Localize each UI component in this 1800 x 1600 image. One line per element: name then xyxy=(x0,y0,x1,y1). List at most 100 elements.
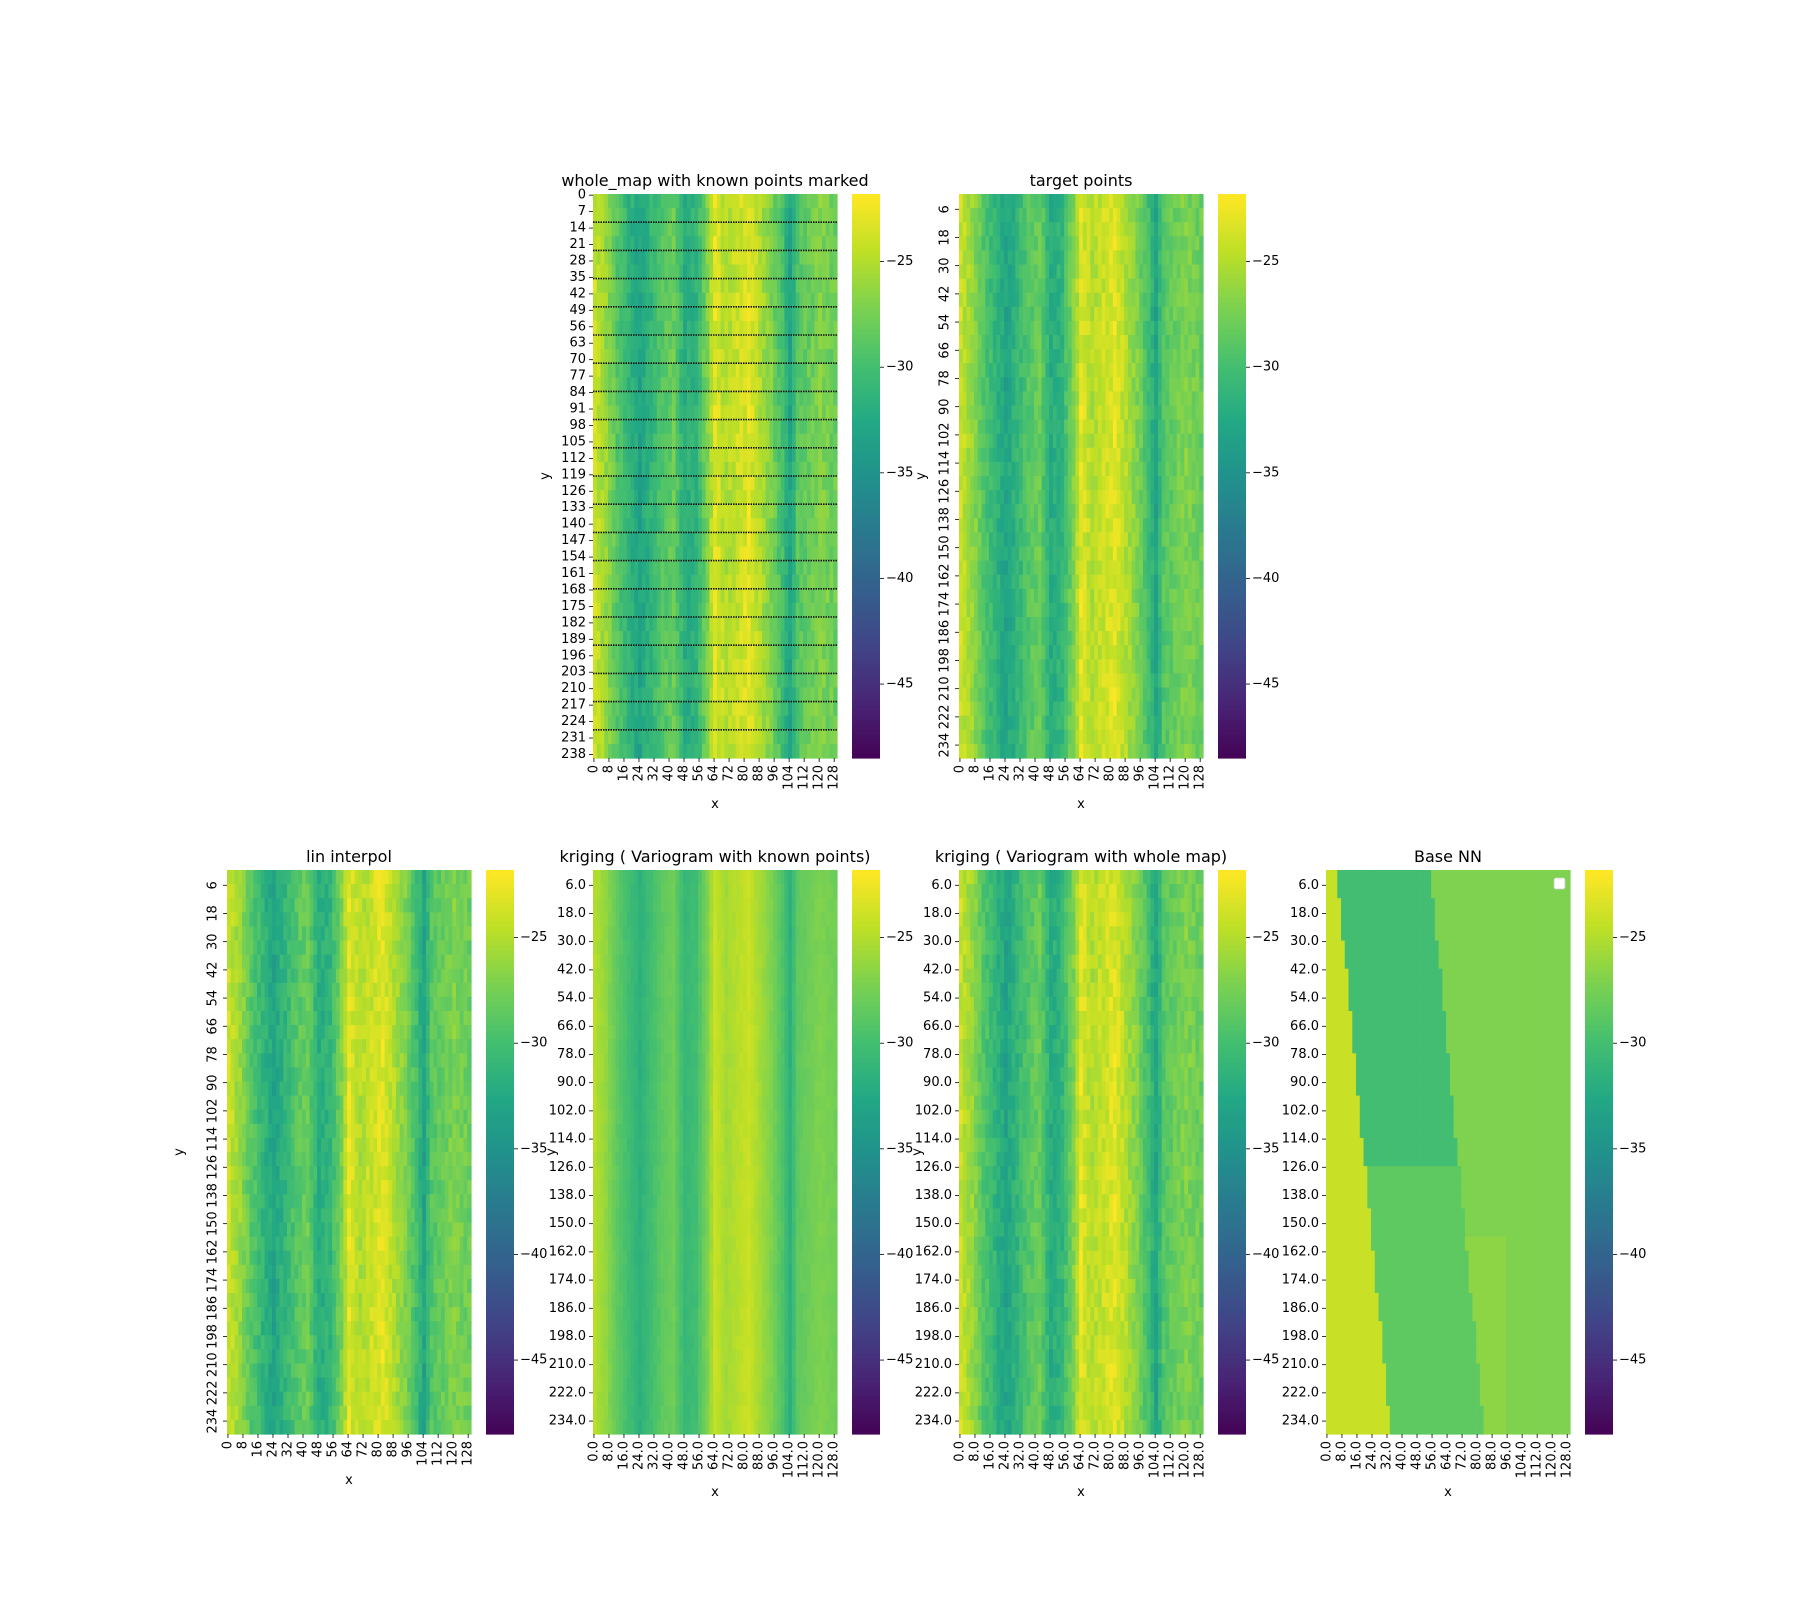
heatmap-cell xyxy=(668,602,673,618)
heatmap-cell xyxy=(1079,447,1084,463)
heatmap-cell xyxy=(720,264,725,280)
heatmap-cell xyxy=(724,363,729,378)
colorbar-segment xyxy=(852,377,880,383)
heatmap-cell xyxy=(1116,588,1122,604)
heatmap-cell xyxy=(713,222,718,237)
heatmap-cell xyxy=(1109,363,1114,378)
heatmap-cell xyxy=(780,476,786,491)
heatmap-cell xyxy=(600,532,605,548)
heatmap-cell xyxy=(619,208,624,223)
heatmap-cell xyxy=(1030,490,1035,505)
heatmap-cell xyxy=(776,461,782,477)
heatmap-cell xyxy=(1199,208,1204,223)
heatmap-cell xyxy=(996,588,1001,604)
heatmap-cell xyxy=(829,659,834,674)
heatmap-cell xyxy=(1034,335,1039,350)
heatmap-cell xyxy=(1041,236,1046,251)
heatmap-cell xyxy=(1090,349,1095,364)
heatmap-cell xyxy=(690,419,695,435)
heatmap-cell xyxy=(1082,363,1088,378)
heatmap-cell xyxy=(1011,518,1016,533)
heatmap-cell xyxy=(1011,504,1016,519)
heatmap-cell xyxy=(1150,391,1155,407)
heatmap-cell xyxy=(833,602,838,618)
heatmap-cell xyxy=(1041,433,1046,449)
heatmap-cell xyxy=(773,292,778,308)
heatmap-cell xyxy=(977,250,983,266)
heatmap-cell xyxy=(671,419,677,435)
heatmap-cell xyxy=(1037,236,1043,251)
heatmap-cell xyxy=(1131,208,1137,223)
heatmap-cell xyxy=(1142,363,1148,378)
heatmap-cell xyxy=(731,363,737,378)
heatmap-cell xyxy=(675,278,680,294)
heatmap-cell xyxy=(1079,504,1084,519)
heatmap-cell xyxy=(758,687,763,703)
heatmap-cell xyxy=(970,250,975,266)
heatmap-cell xyxy=(641,405,647,421)
heatmap-cell xyxy=(694,476,699,491)
heatmap-cell xyxy=(833,405,838,421)
heatmap-cell xyxy=(611,673,617,689)
heatmap-cell xyxy=(1075,476,1080,491)
heatmap-cell xyxy=(690,377,695,392)
heatmap-cell xyxy=(1022,447,1028,463)
heatmap-cell xyxy=(829,419,834,435)
heatmap-cell xyxy=(720,701,725,717)
heatmap-cell xyxy=(1176,518,1182,533)
heatmap-cell xyxy=(1075,363,1080,378)
heatmap-cell xyxy=(1037,264,1043,280)
heatmap-cell xyxy=(1019,236,1024,251)
heatmap-cell xyxy=(1161,264,1167,280)
heatmap-cell xyxy=(776,631,782,646)
heatmap-cell xyxy=(1071,363,1076,378)
heatmap-cell xyxy=(698,546,703,562)
heatmap-cell xyxy=(799,306,804,322)
heatmap-cell xyxy=(1007,335,1013,350)
heatmap-cell xyxy=(686,306,692,322)
heatmap-cell xyxy=(974,631,979,646)
heatmap-cell xyxy=(679,349,684,364)
heatmap-cell xyxy=(623,518,628,533)
heatmap-cell xyxy=(626,405,632,421)
heatmap-cell xyxy=(604,617,609,632)
heatmap-cell xyxy=(649,419,654,435)
heatmap-cell xyxy=(626,560,632,576)
heatmap-cell xyxy=(1011,250,1016,266)
heatmap-cell xyxy=(825,617,831,632)
heatmap-cell xyxy=(825,236,831,251)
heatmap-cell xyxy=(1101,250,1106,266)
heatmap-cell xyxy=(1101,335,1106,350)
heatmap-cell xyxy=(1052,278,1058,294)
heatmap-cell xyxy=(1041,532,1046,548)
heatmap-cell xyxy=(641,645,647,660)
heatmap-cell xyxy=(1165,546,1170,562)
heatmap-cell xyxy=(1112,433,1118,449)
heatmap-cell xyxy=(780,743,786,759)
heatmap-cell xyxy=(1004,645,1009,660)
heatmap-cell xyxy=(694,236,699,251)
heatmap-cell xyxy=(649,659,654,674)
heatmap-cell xyxy=(758,292,763,308)
heatmap-cell xyxy=(769,447,774,463)
heatmap-cell xyxy=(623,659,628,674)
heatmap-cell xyxy=(829,349,834,364)
heatmap-cell xyxy=(788,546,793,562)
heatmap-cell xyxy=(1022,306,1028,322)
heatmap-cell xyxy=(765,518,771,533)
heatmap-cell xyxy=(596,476,602,491)
y-tick-label: 14 xyxy=(569,221,586,236)
heatmap-cell xyxy=(698,490,703,505)
heatmap-cell xyxy=(686,518,692,533)
heatmap-cell xyxy=(716,631,722,646)
heatmap-cell xyxy=(1165,377,1170,392)
heatmap-cell xyxy=(1045,405,1050,421)
heatmap-cell xyxy=(649,236,654,251)
x-tick-label: 112 xyxy=(797,765,812,790)
heatmap-cell xyxy=(668,743,673,759)
y-tick-label: 91 xyxy=(569,402,586,417)
heatmap-cell xyxy=(1067,264,1073,280)
heatmap-cell xyxy=(1131,236,1137,251)
heatmap-cell xyxy=(653,617,658,632)
heatmap-cell xyxy=(1037,447,1043,463)
